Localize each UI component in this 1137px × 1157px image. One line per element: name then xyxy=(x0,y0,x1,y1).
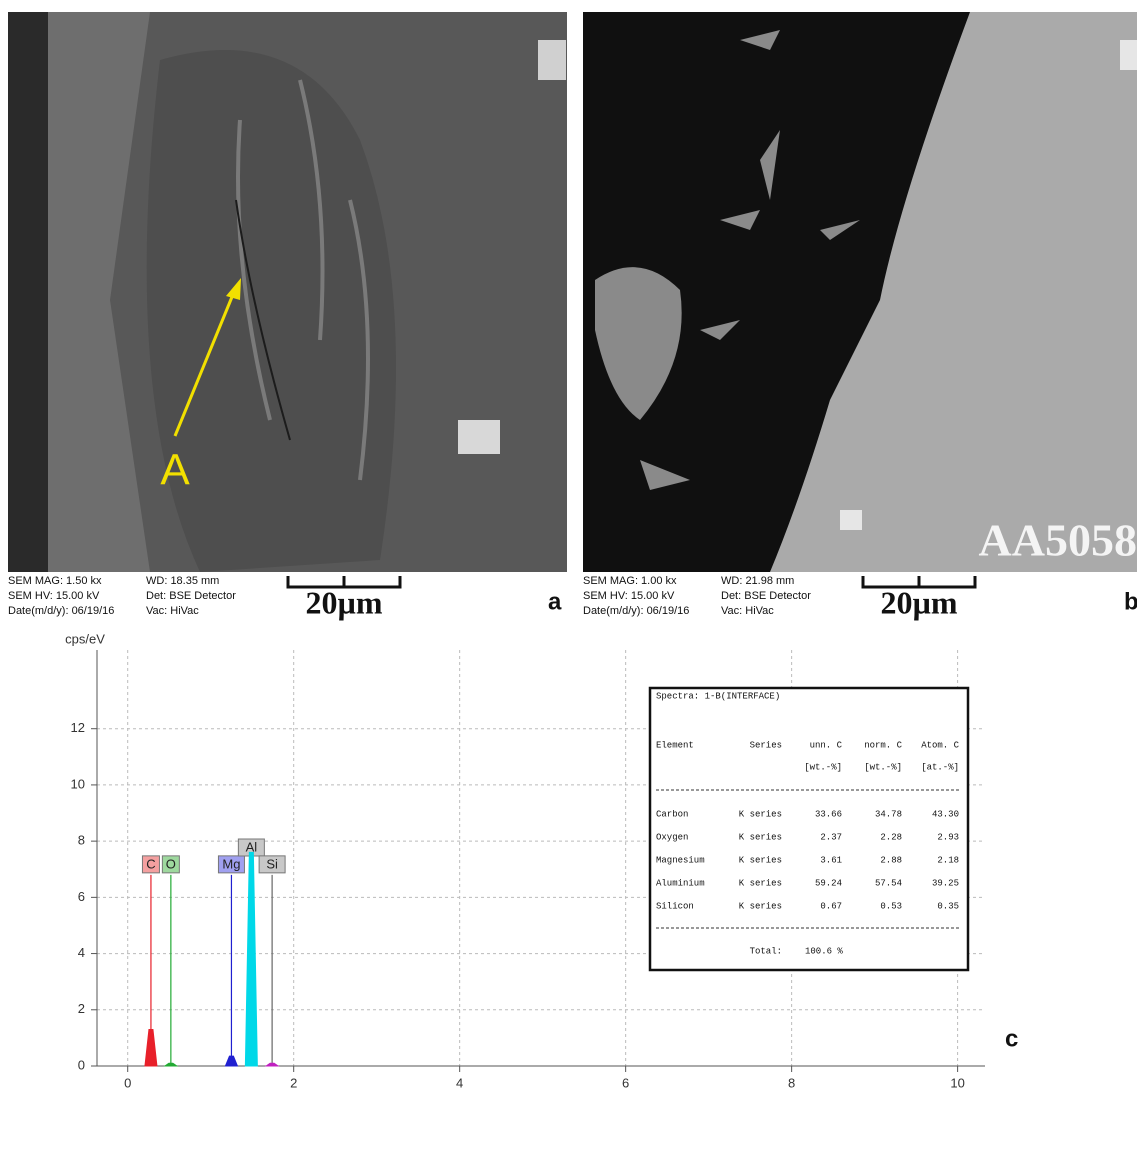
table-cell: K series xyxy=(739,832,782,842)
table-total-label: Total: xyxy=(750,946,782,956)
sem-info: WD: 18.35 mm xyxy=(146,575,219,587)
table-cell: Carbon xyxy=(656,809,688,819)
sem-image-a xyxy=(8,12,567,572)
table-cell: 2.18 xyxy=(937,855,959,865)
sem-info: Det: BSE Detector xyxy=(721,590,811,602)
scale-bar-label: 20µm xyxy=(880,584,957,620)
table-cell: 0.35 xyxy=(937,901,959,911)
table-cell: 33.66 xyxy=(815,809,842,819)
panel-letter: b xyxy=(1124,588,1137,615)
region-marker: A xyxy=(160,446,190,495)
alloy-label: AA5058 xyxy=(979,515,1137,566)
sem-info: SEM HV: 15.00 kV xyxy=(8,590,100,602)
sem-image-b xyxy=(583,12,1137,572)
table-cell: K series xyxy=(739,855,782,865)
table-cell: 39.25 xyxy=(932,878,959,888)
table-cell: K series xyxy=(739,878,782,888)
table-total: 100.6 % xyxy=(805,946,843,956)
sem-info: SEM HV: 15.00 kV xyxy=(583,590,675,602)
x-tick-label: 6 xyxy=(622,1075,629,1090)
element-label: Si xyxy=(266,856,278,871)
table-cell: 34.78 xyxy=(875,809,902,819)
sem-info: Vac: HiVac xyxy=(721,605,774,617)
table-cell: Aluminium xyxy=(656,878,705,888)
table-cell: 0.67 xyxy=(820,901,842,911)
x-tick-label: 4 xyxy=(456,1075,463,1090)
table-unit: [wt.-%] xyxy=(864,762,902,772)
table-cell: 57.54 xyxy=(875,878,902,888)
table-cell: 3.61 xyxy=(820,855,842,865)
y-tick-label: 0 xyxy=(78,1057,85,1072)
y-tick-label: 8 xyxy=(78,833,85,848)
y-tick-label: 6 xyxy=(78,889,85,904)
figure: A SEM MAG: 1.50 kx WD: 18.35 mm SEM HV: 15.… xyxy=(0,0,1137,1157)
x-tick-label: 10 xyxy=(950,1075,964,1090)
table-cell: 0.53 xyxy=(880,901,902,911)
sem-info: WD: 21.98 mm xyxy=(721,575,794,587)
table-unit: [at.-%] xyxy=(921,762,959,772)
y-tick-label: 10 xyxy=(71,776,85,791)
y-tick-label: 2 xyxy=(78,1001,85,1016)
sem-info: SEM MAG: 1.50 kx xyxy=(8,575,102,587)
sem-info: Vac: HiVac xyxy=(146,605,199,617)
table-title: Spectra: 1-B(INTERFACE) xyxy=(656,691,780,701)
table-cell: 43.30 xyxy=(932,809,959,819)
table-header: unn. C xyxy=(810,740,843,750)
sem-info: Date(m/d/y): 06/19/16 xyxy=(583,605,689,617)
table-header: Element xyxy=(656,740,694,750)
table-cell: K series xyxy=(739,901,782,911)
y-axis-label: cps/eV xyxy=(65,631,105,646)
scale-bar-label: 20µm xyxy=(305,584,382,620)
element-label: Mg xyxy=(222,856,240,871)
sem-info: SEM MAG: 1.00 kx xyxy=(583,575,677,587)
element-label: O xyxy=(166,856,176,871)
sem-info: Det: BSE Detector xyxy=(146,590,236,602)
y-tick-label: 4 xyxy=(78,945,85,960)
table-cell: Silicon xyxy=(656,901,694,911)
table-cell: 59.24 xyxy=(815,878,842,888)
panel-letter: c xyxy=(1005,1025,1018,1052)
table-cell: Oxygen xyxy=(656,832,688,842)
table-unit: [wt.-%] xyxy=(804,762,842,772)
table-cell: 2.37 xyxy=(820,832,842,842)
table-header: norm. C xyxy=(864,740,902,750)
y-tick-label: 12 xyxy=(71,720,85,735)
x-tick-label: 8 xyxy=(788,1075,795,1090)
x-tick-label: 0 xyxy=(124,1075,131,1090)
table-cell: 2.28 xyxy=(880,832,902,842)
table-header: Series xyxy=(750,740,782,750)
element-label: C xyxy=(146,856,155,871)
sem-info: Date(m/d/y): 06/19/16 xyxy=(8,605,114,617)
table-cell: 2.88 xyxy=(880,855,902,865)
panel-letter: a xyxy=(548,588,562,615)
table-cell: K series xyxy=(739,809,782,819)
x-tick-label: 2 xyxy=(290,1075,297,1090)
table-header: Atom. C xyxy=(921,740,959,750)
table-cell: 2.93 xyxy=(937,832,959,842)
table-cell: Magnesium xyxy=(656,855,705,865)
